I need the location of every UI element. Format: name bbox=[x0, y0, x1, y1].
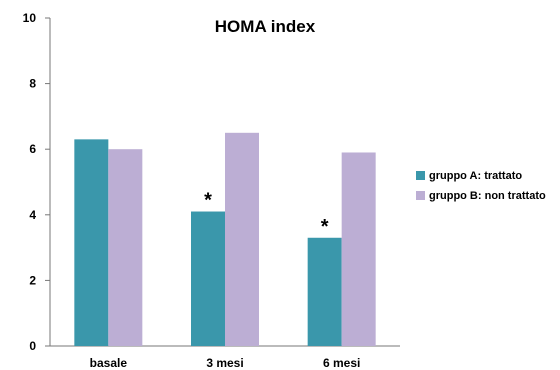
bars-group bbox=[74, 132, 376, 346]
bar-gruppo-a-1 bbox=[191, 211, 225, 346]
legend-label: gruppo B: non trattato bbox=[429, 190, 546, 202]
legend: gruppo A: trattato gruppo B: non trattato bbox=[416, 170, 546, 202]
y-tick-label: 10 bbox=[23, 11, 37, 25]
y-tick-label: 2 bbox=[29, 273, 36, 287]
x-tick-label: basale bbox=[90, 356, 128, 370]
significance-asterisk: * bbox=[321, 216, 329, 238]
bar-gruppo-a-2 bbox=[307, 237, 342, 346]
chart-title: HOMA index bbox=[215, 17, 316, 36]
bar-gruppo-b-0 bbox=[108, 149, 143, 346]
x-axis-labels: basale 3 mesi 6 mesi bbox=[90, 356, 361, 370]
legend-swatch bbox=[416, 171, 425, 180]
y-axis-ticks: 0 2 4 6 8 10 bbox=[23, 11, 50, 353]
significance-asterisk: * bbox=[204, 190, 212, 212]
legend-label: gruppo A: trattato bbox=[429, 170, 522, 182]
y-tick-label: 6 bbox=[29, 142, 36, 156]
y-tick-label: 8 bbox=[29, 77, 36, 91]
y-tick-label: 4 bbox=[29, 208, 36, 222]
legend-swatch bbox=[416, 191, 425, 200]
y-tick-label: 0 bbox=[29, 339, 36, 353]
x-tick-label: 6 mesi bbox=[323, 356, 360, 370]
x-tick-label: 3 mesi bbox=[206, 356, 243, 370]
bar-gruppo-b-2 bbox=[341, 152, 376, 346]
annotations-group: ** bbox=[204, 190, 329, 238]
bar-gruppo-b-1 bbox=[225, 132, 259, 346]
bar-gruppo-a-0 bbox=[74, 139, 109, 346]
